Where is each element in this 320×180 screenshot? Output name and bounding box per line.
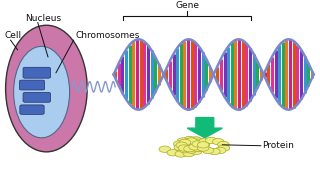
Circle shape <box>174 144 186 151</box>
FancyBboxPatch shape <box>23 67 51 78</box>
FancyBboxPatch shape <box>20 105 44 114</box>
Circle shape <box>179 139 191 146</box>
Text: Nucleus: Nucleus <box>26 14 62 23</box>
Circle shape <box>186 138 197 144</box>
Text: Cell: Cell <box>5 31 22 40</box>
Circle shape <box>190 148 202 154</box>
Circle shape <box>197 142 209 148</box>
Circle shape <box>178 145 190 151</box>
Circle shape <box>173 141 185 147</box>
Circle shape <box>218 145 230 151</box>
Circle shape <box>196 145 207 152</box>
Circle shape <box>218 141 229 148</box>
Circle shape <box>199 138 211 145</box>
Circle shape <box>214 147 226 154</box>
Circle shape <box>175 151 187 157</box>
Circle shape <box>202 147 214 154</box>
FancyArrow shape <box>187 118 222 138</box>
Circle shape <box>190 137 202 143</box>
Circle shape <box>197 145 209 151</box>
Circle shape <box>189 144 200 150</box>
Text: Protein: Protein <box>262 141 294 150</box>
Circle shape <box>176 142 188 148</box>
Circle shape <box>195 138 207 145</box>
Text: Gene: Gene <box>175 1 199 10</box>
Circle shape <box>179 147 191 153</box>
Circle shape <box>192 139 203 145</box>
Ellipse shape <box>14 46 70 138</box>
Circle shape <box>191 145 203 152</box>
Circle shape <box>212 138 224 145</box>
Circle shape <box>184 136 195 143</box>
Circle shape <box>186 147 197 153</box>
Circle shape <box>205 137 217 144</box>
Circle shape <box>167 150 179 156</box>
Circle shape <box>198 142 210 148</box>
Circle shape <box>194 142 206 148</box>
Circle shape <box>183 150 195 157</box>
FancyBboxPatch shape <box>20 80 45 90</box>
Circle shape <box>159 146 171 152</box>
Circle shape <box>184 146 195 152</box>
FancyBboxPatch shape <box>23 92 51 102</box>
Circle shape <box>192 141 204 147</box>
Ellipse shape <box>6 25 87 152</box>
Circle shape <box>177 138 189 144</box>
Text: Chromosomes: Chromosomes <box>75 31 140 40</box>
Circle shape <box>209 148 220 155</box>
